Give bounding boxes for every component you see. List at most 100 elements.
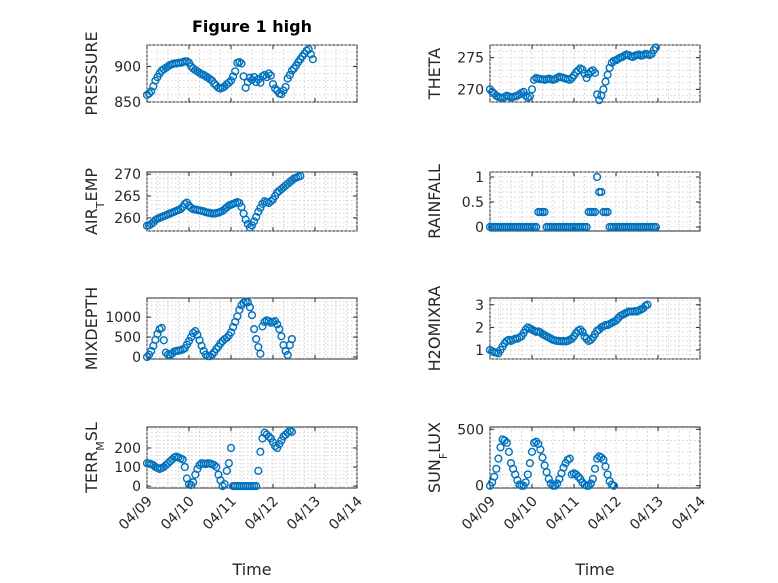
data-point [254,207,263,216]
grid [489,171,701,231]
data-point [212,462,221,472]
y-tick-label: 270 [114,167,141,183]
data-point [525,459,535,468]
axes-rainfall: 0 0.5 1 RAINFALL [425,164,701,239]
data-point [527,447,537,456]
data-point [277,332,286,341]
data-point [153,329,162,338]
data-point [258,322,267,331]
data-point [264,69,273,78]
data-point [584,481,593,490]
data-point [496,443,505,452]
data-point [532,222,541,232]
data-point [502,438,511,447]
data-point [247,221,257,230]
grid [489,427,701,488]
axes-pressure: 850 900 PRESSURE [82,31,358,116]
data-point [565,75,574,84]
y-tick-label: 0 [132,479,141,495]
data-point [590,207,600,217]
data-point [553,479,562,488]
data-point [651,43,661,52]
data-point [574,66,583,75]
data-point [157,323,166,333]
y-tick-label: 0 [475,220,484,236]
data-point [252,334,261,344]
data-point [574,472,583,481]
data-point [523,470,532,479]
data-point [603,70,612,79]
y-axis-label: RAINFALL [425,164,444,239]
data-point [222,333,231,342]
data-point [590,68,600,77]
axes-layer: 850 900 PRESSURE 270 275 THETA 260 265 270 AIRTEM… [82,31,709,533]
data-point [235,305,244,315]
data-point [266,71,276,80]
data-point [226,443,236,453]
data-point [605,63,614,72]
data-point [592,172,602,182]
y-tick-label: 1 [475,343,484,359]
x-axis-label-right: Time [574,560,614,579]
data-point [222,466,231,475]
data-point [176,205,185,214]
grid [146,44,358,103]
data-point [597,187,606,197]
x-axis-label-left: Time [231,560,271,579]
data-point [229,72,238,81]
data-point [237,59,246,68]
data-point [525,92,535,101]
series-markers [142,426,297,491]
y-tick-label: 260 [114,211,141,227]
data-point [254,466,263,475]
data-point [212,344,221,354]
data-point [306,50,315,59]
data-point [281,346,290,356]
series-markers [485,43,661,105]
data-point [603,207,612,217]
data-point [304,45,313,54]
data-point [220,480,229,489]
grid [489,44,701,103]
data-point [601,462,610,471]
data-point [550,481,560,490]
y-tick-label: 2 [475,320,484,336]
data-point [601,77,610,86]
data-point [159,336,168,345]
data-point [275,324,284,334]
data-point [245,303,255,312]
data-point [580,332,589,341]
data-point [544,474,553,484]
y-tick-label: 0 [132,350,141,366]
data-point [245,223,255,232]
data-point [576,325,585,334]
data-point [599,85,608,94]
y-tick-label: 0.5 [462,195,484,211]
data-point [287,66,297,75]
data-point [273,320,282,329]
data-point [226,76,236,85]
data-point [147,346,156,356]
data-point [224,78,234,87]
data-point [490,472,499,481]
data-point [287,334,297,344]
y-tick-label: 200 [114,441,141,457]
series-markers [485,172,661,232]
data-point [283,350,292,360]
y-axis-label: MIXDEPTH [82,287,101,370]
data-point [586,479,595,488]
y-axis-label: TERRMSL [82,422,107,494]
data-point [268,80,278,89]
y-tick-label: 100 [114,460,141,476]
data-point [504,447,514,456]
data-point [595,95,604,105]
data-point [571,470,581,479]
data-point [252,481,261,491]
axes-h2omixra: 1 2 3 H2OMIXRA [425,286,701,371]
data-point [609,481,619,490]
data-point [565,454,574,463]
data-point [231,67,240,76]
data-point [607,58,616,67]
data-point [235,198,244,208]
